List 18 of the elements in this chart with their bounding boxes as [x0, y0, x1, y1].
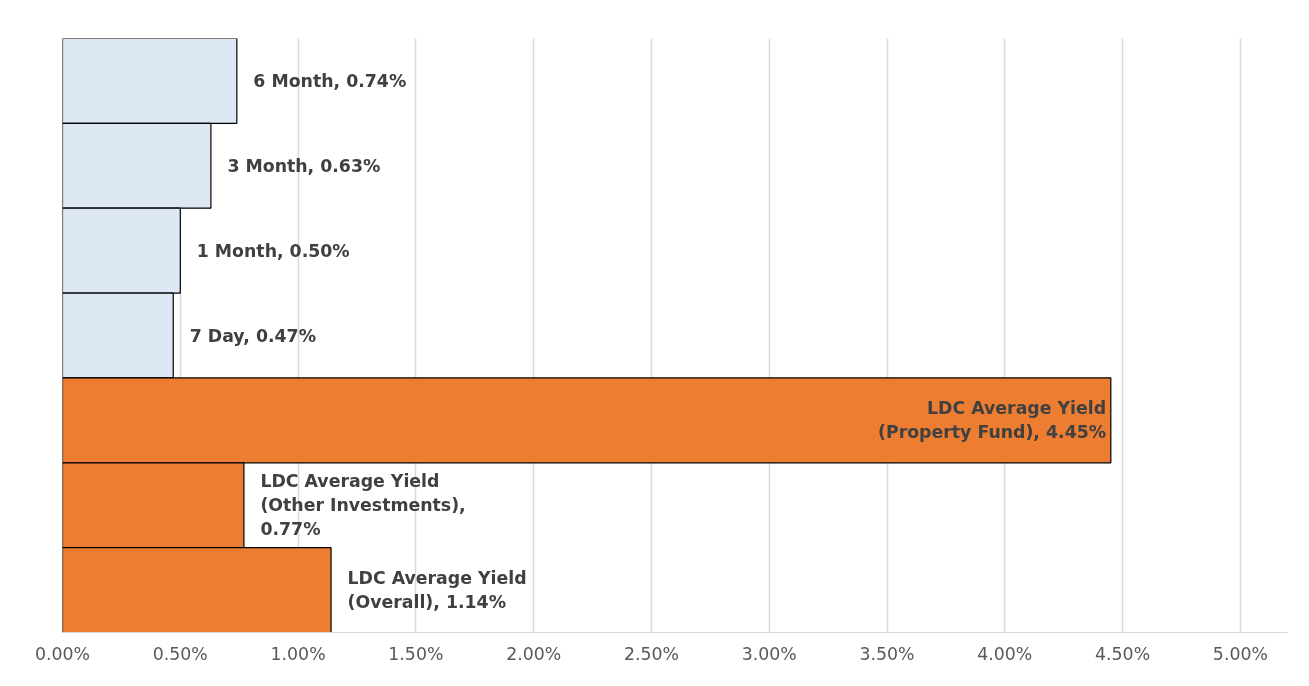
data-label: 7 Day, 0.47% — [189, 325, 317, 346]
x-tick-label: 1.50% — [388, 643, 444, 664]
x-tick-label: 5.00% — [1212, 643, 1268, 664]
x-tick-label: 4.50% — [1095, 643, 1151, 664]
x-tick-label: 4.00% — [977, 643, 1033, 664]
x-tick-label: 1.00% — [270, 643, 326, 664]
x-tick-label: 0.50% — [152, 643, 208, 664]
x-tick-label: 2.00% — [506, 643, 562, 664]
data-label: LDC Average Yield (Overall), 1.14% — [347, 568, 527, 613]
x-tick-label: 3.00% — [741, 643, 797, 664]
x-tick-label: 2.50% — [623, 643, 679, 664]
data-label: 6 Month, 0.74% — [253, 70, 407, 91]
x-tick-label: 3.50% — [859, 643, 915, 664]
data-label: 3 Month, 0.63% — [227, 155, 381, 176]
data-label: LDC Average Yield (Other Investments), 0.77% — [260, 471, 466, 540]
data-label: LDC Average Yield (Property Fund), 4.45% — [878, 398, 1107, 443]
data-label: 1 Month, 0.50% — [196, 240, 350, 261]
x-tick-label: 0.00% — [34, 643, 91, 664]
